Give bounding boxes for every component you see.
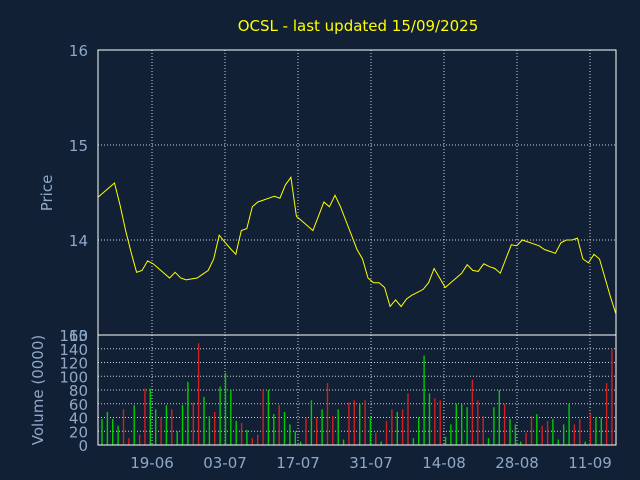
price-axis-label: Price xyxy=(38,175,56,212)
volume-tick-label: 80 xyxy=(69,382,88,400)
price-line xyxy=(97,176,617,315)
price-tick-label: 14 xyxy=(69,232,88,250)
volume-tick-label: 140 xyxy=(59,341,88,359)
x-tick-label: 14-08 xyxy=(422,454,466,472)
volume-tick-label: 160 xyxy=(59,327,88,345)
x-tick-label: 03-07 xyxy=(203,454,247,472)
volume-tick-label: 40 xyxy=(69,410,88,428)
x-tick-label: 17-07 xyxy=(276,454,320,472)
volume-axis-label: Volume (0000) xyxy=(29,335,47,445)
x-tick-label: 31-07 xyxy=(349,454,393,472)
x-tick-label: 11-09 xyxy=(568,454,612,472)
x-tick-label: 19-06 xyxy=(130,454,174,472)
volume-tick-label: 20 xyxy=(69,423,88,441)
price-tick-label: 16 xyxy=(69,42,88,60)
volume-tick-label: 0 xyxy=(78,437,88,455)
chart-title: OCSL - last updated 15/09/2025 xyxy=(238,17,479,35)
price-panel: 13 14 15 16 xyxy=(69,42,617,345)
price-frame xyxy=(97,49,617,336)
price-tick-label: 15 xyxy=(69,137,88,155)
volume-tick-label: 60 xyxy=(69,396,88,414)
volume-frame xyxy=(97,334,617,446)
x-tick-label: 28-08 xyxy=(495,454,539,472)
volume-tick-label: 100 xyxy=(59,368,88,386)
price-tick-label: 13 xyxy=(69,327,88,345)
volume-tick-label: 120 xyxy=(59,355,88,373)
